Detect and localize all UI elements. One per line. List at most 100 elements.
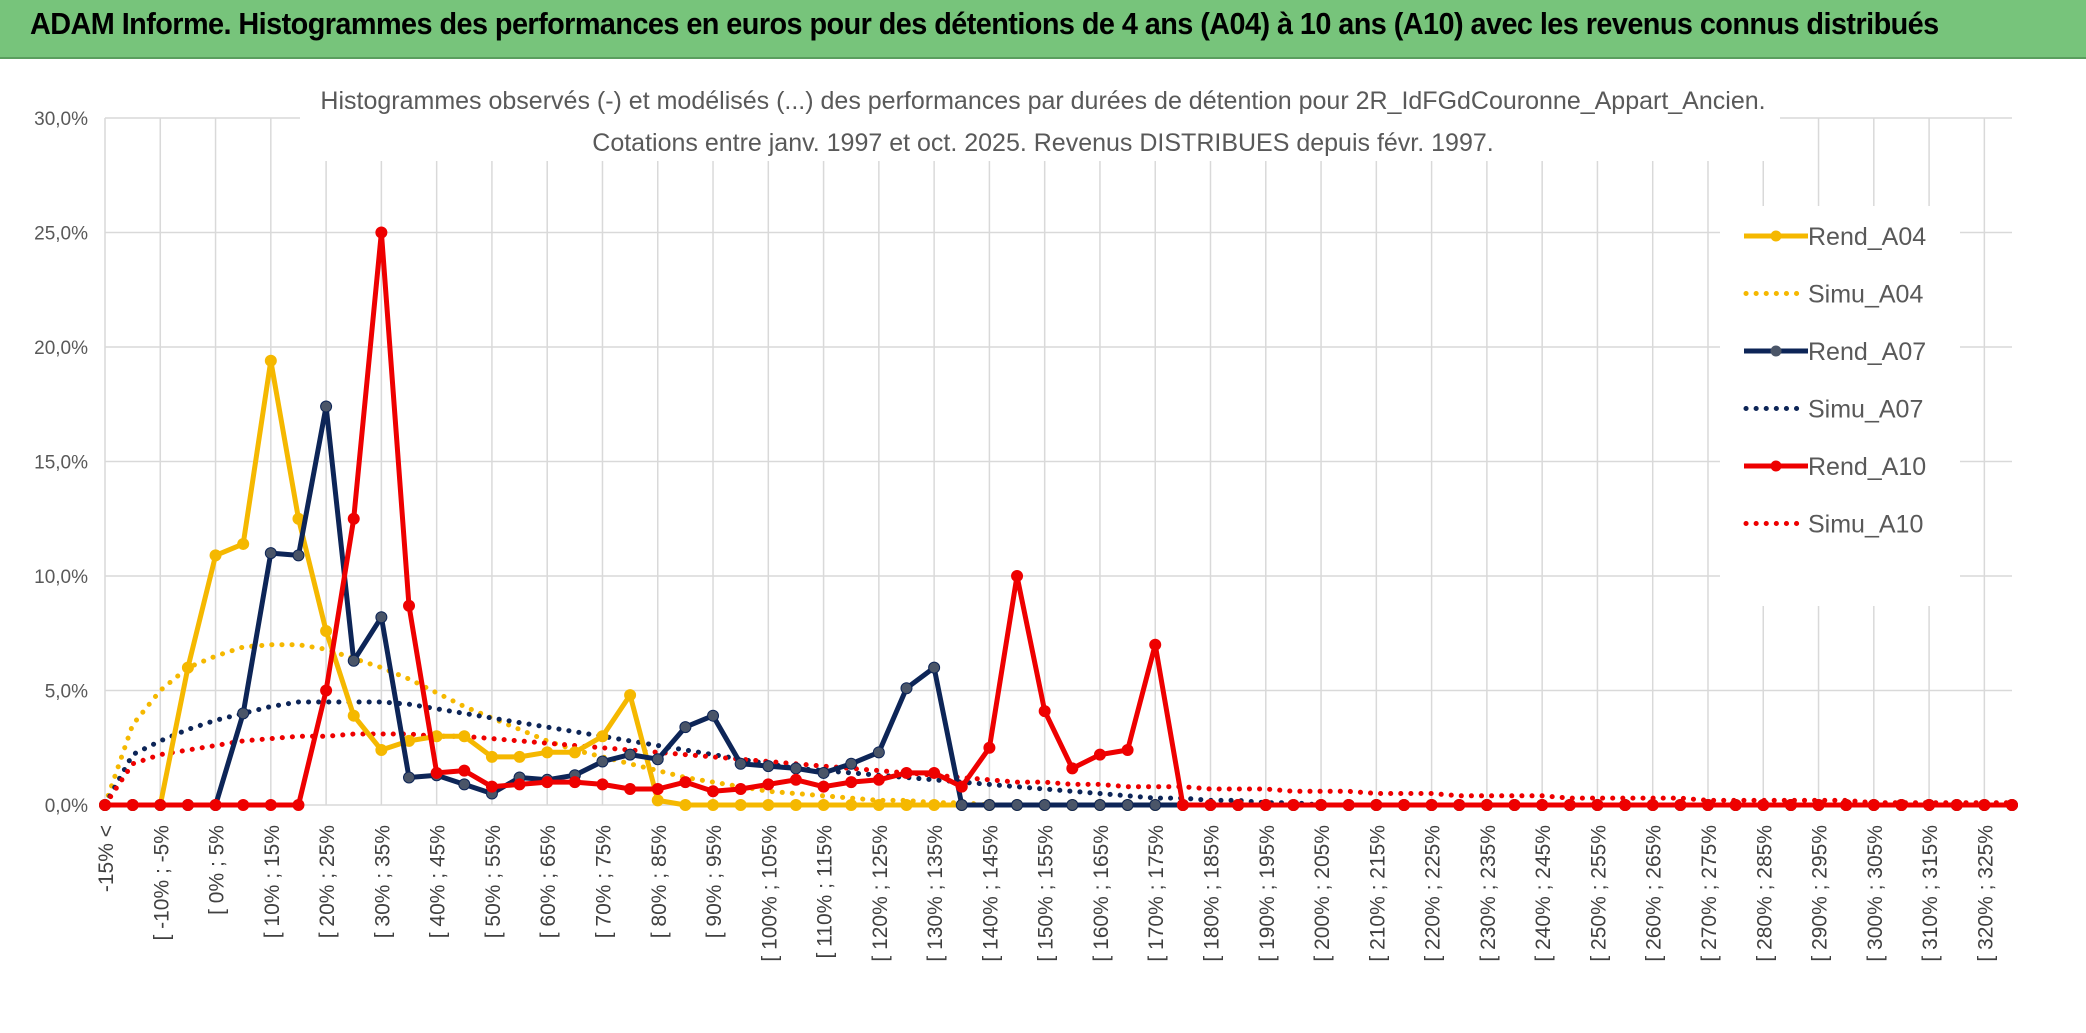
data-point — [1425, 799, 1438, 811]
x-tick-label: [ 90% ; 95% — [703, 825, 726, 938]
data-point — [485, 780, 498, 793]
data-point — [955, 799, 968, 811]
series-line — [102, 699, 2015, 808]
series — [99, 226, 2018, 811]
legend-box — [1720, 206, 1960, 606]
data-point — [292, 799, 305, 811]
x-tick-label: [ 70% ; 75% — [592, 825, 615, 938]
x-tick-label: -15% < — [95, 825, 118, 892]
data-point — [624, 782, 637, 795]
x-tick-label: [ 210% ; 215% — [1366, 825, 1389, 962]
data-point — [900, 799, 913, 811]
legend-marker — [1770, 230, 1782, 242]
data-point — [762, 760, 775, 773]
y-tick-label: 10,0% — [34, 567, 88, 588]
data-point — [347, 512, 360, 525]
x-tick-label: [ 160% ; 165% — [1090, 825, 1113, 962]
data-point — [403, 771, 416, 784]
x-tick-label: [ 200% ; 205% — [1311, 825, 1334, 962]
data-point — [734, 799, 747, 811]
banner: ADAM Informe. Histogrammes des performan… — [0, 0, 2086, 59]
x-tick-label: [ 20% ; 25% — [316, 825, 339, 938]
data-point — [541, 746, 554, 759]
data-point — [845, 799, 858, 811]
data-point — [347, 654, 360, 667]
y-tick-label: 5,0% — [45, 682, 88, 703]
banner-title: ADAM Informe. Histogrammes des performan… — [30, 6, 1939, 41]
data-point — [1978, 799, 1991, 811]
data-point — [209, 549, 222, 562]
data-point — [541, 776, 554, 789]
data-point — [1812, 799, 1825, 811]
data-point — [596, 755, 609, 768]
x-tick-label: [ 60% ; 65% — [537, 825, 560, 938]
x-tick-label: [ 80% ; 85% — [648, 825, 671, 938]
legend-label: Simu_A10 — [1808, 511, 1923, 539]
data-point — [458, 730, 471, 743]
x-tick-label: [ 10% ; 15% — [261, 825, 284, 938]
legend-marker — [1770, 460, 1782, 472]
data-point — [1038, 799, 1051, 811]
data-point — [983, 741, 996, 754]
data-point — [596, 730, 609, 743]
data-point — [1066, 799, 1079, 811]
data-point — [347, 709, 360, 722]
data-point — [872, 773, 885, 786]
data-point — [430, 766, 443, 779]
data-point — [707, 799, 720, 811]
legend-label: Simu_A07 — [1808, 396, 1923, 424]
data-point — [1149, 799, 1162, 811]
data-point — [955, 780, 968, 793]
series-rend-a10 — [99, 226, 2018, 811]
data-point — [789, 762, 802, 775]
x-tick-label: [ 150% ; 155% — [1035, 825, 1058, 962]
x-tick-label: [ 30% ; 35% — [371, 825, 394, 938]
x-tick-label: [ 50% ; 55% — [482, 825, 505, 938]
series-line — [105, 230, 2012, 808]
data-point — [651, 753, 664, 766]
data-point — [513, 750, 526, 763]
chart-title: Histogrammes observés (-) et modélisés (… — [320, 87, 1765, 115]
data-point — [181, 661, 194, 674]
data-point — [1342, 799, 1355, 811]
data-point — [209, 799, 222, 811]
data-point — [817, 799, 830, 811]
data-point — [1563, 799, 1576, 811]
y-tick-label: 25,0% — [34, 224, 88, 245]
y-axis: 0,0% 5,0% 10,0% 15,0% 20,0% 25,0% 30,0% — [34, 109, 88, 817]
x-tick-label: [ 100% ; 105% — [758, 825, 781, 962]
legend-label: Rend_A04 — [1808, 223, 1926, 251]
legend-item-simu-a04: Simu_A04 — [1743, 281, 1923, 309]
data-point — [789, 799, 802, 811]
data-point — [1121, 744, 1134, 757]
data-point — [1176, 799, 1189, 811]
x-tick-label: [ 300% ; 305% — [1864, 825, 1887, 962]
data-point — [624, 748, 637, 761]
y-tick-label: 30,0% — [34, 109, 88, 130]
data-point — [900, 682, 913, 695]
data-point — [1093, 748, 1106, 761]
data-point — [375, 611, 388, 624]
x-tick-label: [ 180% ; 185% — [1201, 825, 1224, 962]
data-point — [900, 766, 913, 779]
data-point — [928, 766, 941, 779]
legend-item-rend-a07: Rend_A07 — [1744, 338, 1926, 366]
data-point — [375, 226, 388, 239]
data-point — [403, 599, 416, 612]
data-point — [485, 750, 498, 763]
x-tick-label: [ 260% ; 265% — [1643, 825, 1666, 962]
chart-title-group: Histogrammes observés (-) et modélisés (… — [300, 73, 1780, 161]
x-tick-label: [ 310% ; 315% — [1919, 825, 1942, 962]
data-point — [99, 799, 111, 811]
data-point — [513, 778, 526, 791]
data-point — [568, 746, 581, 759]
data-point — [181, 799, 194, 811]
legend-item-rend-a10: Rend_A10 — [1744, 453, 1926, 481]
data-point — [1204, 799, 1217, 811]
data-point — [1729, 799, 1742, 811]
data-point — [1093, 799, 1106, 811]
data-point — [458, 764, 471, 777]
data-point — [1701, 799, 1714, 811]
x-tick-label: [ 110% ; 115% — [814, 825, 837, 958]
chart: 0,0% 5,0% 10,0% 15,0% 20,0% 25,0% 30,0% -15% <… — [34, 73, 2018, 962]
